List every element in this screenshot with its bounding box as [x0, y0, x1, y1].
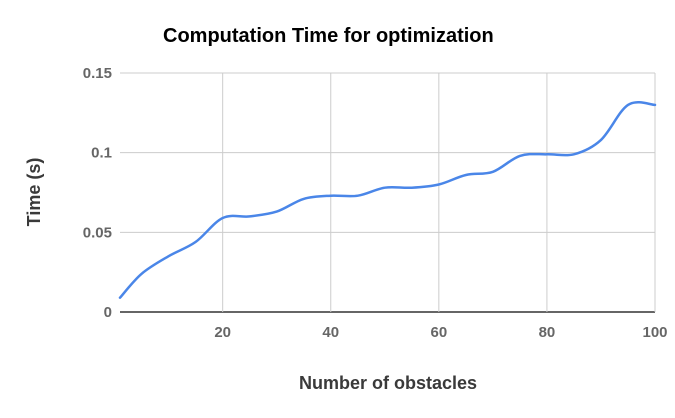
- y-tick-label: 0.15: [83, 65, 112, 82]
- x-tick-label: 20: [214, 324, 231, 341]
- y-axis-title: Time (s): [24, 158, 44, 227]
- chart-title: Computation Time for optimization: [163, 25, 494, 47]
- x-tick-label: 100: [642, 324, 667, 341]
- x-axis-title: Number of obstacles: [299, 373, 477, 393]
- series-group: [118, 101, 657, 299]
- series-line: [118, 101, 657, 299]
- x-tick-label: 40: [322, 324, 339, 341]
- y-tick-label: 0: [104, 304, 112, 321]
- y-tick-label: 0.1: [91, 145, 112, 162]
- x-tick-label: 60: [430, 324, 447, 341]
- grid-lines: [120, 72, 656, 313]
- y-tick-label: 0.05: [83, 224, 112, 241]
- x-tick-label: 80: [539, 324, 556, 341]
- tick-labels: 0 0.05 0.1 0.15 20 40 60 80 100: [83, 65, 668, 341]
